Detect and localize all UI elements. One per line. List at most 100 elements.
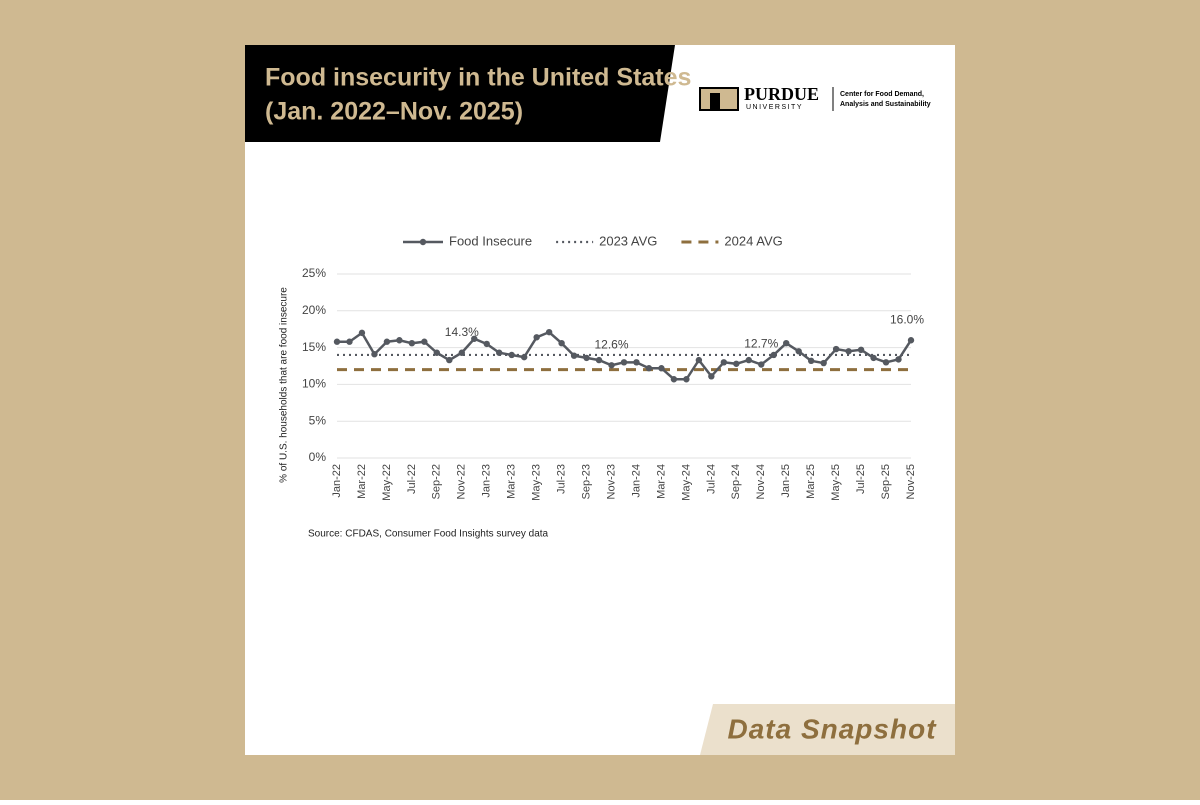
data-point xyxy=(483,340,490,348)
data-point xyxy=(795,348,802,355)
legend-label: 2023 AVG xyxy=(599,233,657,248)
data-point xyxy=(471,335,478,342)
x-tick-label: Nov-22 xyxy=(456,464,468,499)
x-tick-label: Jul-24 xyxy=(705,464,717,494)
data-point xyxy=(720,359,728,366)
card xyxy=(245,45,955,755)
x-tick-label: Jan-24 xyxy=(630,464,642,498)
x-tick-label: Jan-23 xyxy=(481,464,493,498)
data-point xyxy=(832,345,840,353)
x-tick-label: Mar-22 xyxy=(356,464,368,499)
data-point xyxy=(708,373,715,380)
x-tick-label: May-23 xyxy=(531,464,543,501)
data-point xyxy=(371,351,378,358)
data-label: 16.0% xyxy=(890,312,924,326)
x-tick-label: Mar-25 xyxy=(805,464,817,499)
data-point xyxy=(645,365,653,372)
data-point xyxy=(620,359,628,366)
y-tick-label: 0% xyxy=(309,450,327,464)
x-tick-label: Jan-25 xyxy=(780,464,792,498)
x-tick-label: Nov-23 xyxy=(605,464,617,499)
data-point xyxy=(857,346,865,354)
header-band xyxy=(245,45,675,142)
footer-tag: Data Snapshot xyxy=(727,713,937,744)
data-point xyxy=(658,365,665,372)
y-tick-label: 20% xyxy=(302,303,326,317)
data-point xyxy=(421,338,428,345)
x-tick-label: Jul-22 xyxy=(406,464,418,494)
y-tick-label: 15% xyxy=(302,340,326,354)
data-point xyxy=(783,339,790,347)
x-tick-label: Mar-23 xyxy=(506,464,518,499)
y-tick-label: 5% xyxy=(309,413,327,427)
data-point xyxy=(820,359,827,367)
y-tick-label: 25% xyxy=(302,266,326,280)
y-tick-label: 10% xyxy=(302,377,326,391)
x-tick-label: Sep-24 xyxy=(730,464,742,499)
x-tick-label: May-22 xyxy=(381,464,393,501)
x-tick-label: Sep-23 xyxy=(580,464,592,499)
data-point xyxy=(745,356,752,364)
x-tick-label: May-25 xyxy=(830,464,842,501)
x-tick-label: May-24 xyxy=(680,464,692,501)
data-point xyxy=(533,334,540,341)
data-point xyxy=(695,356,703,364)
data-point xyxy=(396,337,403,344)
data-point xyxy=(446,356,453,364)
data-point xyxy=(570,352,578,359)
data-point xyxy=(558,339,565,347)
data-point xyxy=(433,349,441,356)
data-point xyxy=(683,376,690,383)
legend-swatch xyxy=(419,238,427,246)
data-point xyxy=(895,356,902,363)
data-point xyxy=(358,329,366,337)
data-point xyxy=(845,348,852,355)
data-point xyxy=(608,362,615,369)
source: Source: CFDAS, Consumer Food Insights su… xyxy=(308,529,549,540)
x-tick-label: Jan-22 xyxy=(331,464,343,498)
data-point xyxy=(758,361,765,368)
data-point xyxy=(633,359,640,366)
data-point xyxy=(458,349,465,356)
data-point xyxy=(583,354,590,362)
logo-center: Center for Food Demand, xyxy=(840,91,924,98)
data-point xyxy=(907,337,915,344)
data-point xyxy=(408,339,416,347)
data-label: 12.6% xyxy=(595,337,629,351)
logo-mark xyxy=(710,93,720,110)
title: Food insecurity in the United States xyxy=(265,64,691,92)
data-point xyxy=(870,354,877,362)
data-point xyxy=(508,351,515,359)
data-point xyxy=(670,376,678,383)
logo-subname: UNIVERSITY xyxy=(746,104,803,111)
logo: PURDUE UNIVERSITY Center for Food Demand… xyxy=(699,84,931,111)
logo-name: PURDUE xyxy=(744,84,819,104)
x-tick-label: Sep-25 xyxy=(880,464,892,499)
data-point xyxy=(807,357,815,365)
data-point xyxy=(770,351,777,359)
x-tick-label: Sep-22 xyxy=(431,464,443,499)
logo-center: Analysis and Sustainability xyxy=(840,101,931,108)
x-tick-label: Mar-24 xyxy=(655,464,667,499)
data-point xyxy=(545,328,553,336)
plot: 0% 5% 10% 15% 20% 25% Jan-22 Mar-22 May-22 Jul-22… xyxy=(302,233,924,500)
x-tick-label: Jul-23 xyxy=(556,464,568,494)
x-tick-label: Jul-25 xyxy=(855,464,867,494)
data-label: 14.3% xyxy=(445,325,479,339)
data-point xyxy=(595,356,603,364)
data-point xyxy=(346,338,353,345)
data-label: 12.7% xyxy=(744,337,778,351)
data-point xyxy=(383,338,391,345)
x-tick-label: Nov-25 xyxy=(905,464,917,499)
legend-label: 2024 AVG xyxy=(724,233,782,248)
legend-label: Food Insecure xyxy=(449,233,532,248)
data-point xyxy=(882,359,890,366)
data-point xyxy=(496,349,503,356)
data-point xyxy=(333,338,341,345)
data-point xyxy=(520,353,528,361)
y-axis-label: % of U.S. households that are food insec… xyxy=(279,287,290,483)
title: (Jan. 2022–Nov. 2025) xyxy=(265,98,523,126)
data-point xyxy=(733,360,740,367)
x-tick-label: Nov-24 xyxy=(755,464,767,499)
